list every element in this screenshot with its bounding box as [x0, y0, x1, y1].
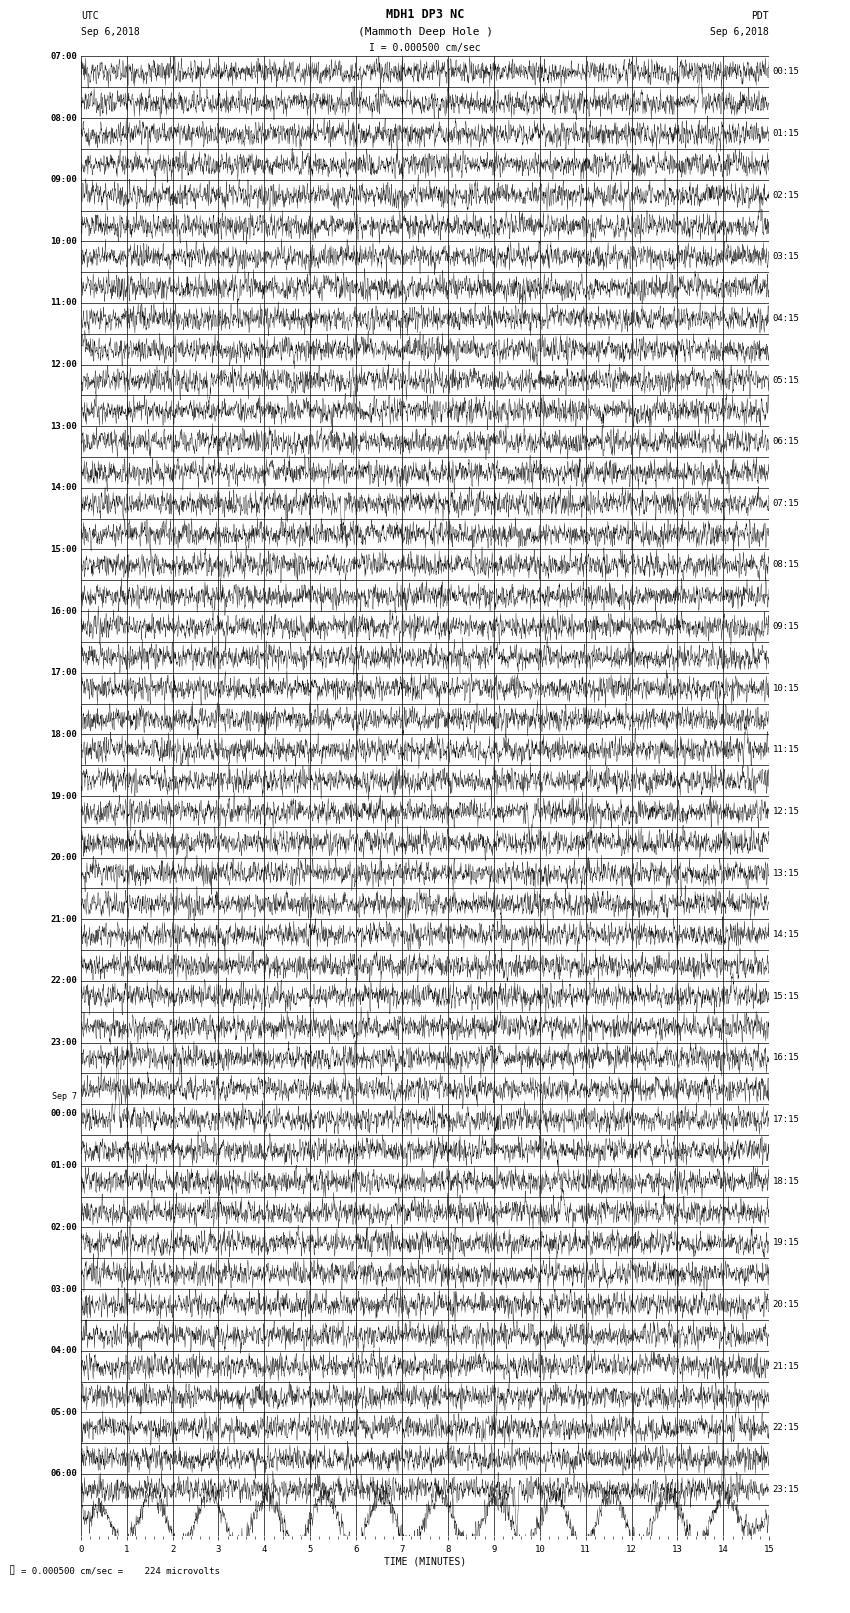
Text: Sep 7: Sep 7 — [53, 1092, 77, 1102]
Text: 16:15: 16:15 — [773, 1053, 800, 1063]
Text: 03:15: 03:15 — [773, 252, 800, 261]
Text: 21:00: 21:00 — [50, 915, 77, 924]
Text: 18:00: 18:00 — [50, 731, 77, 739]
Text: UTC: UTC — [81, 11, 99, 21]
Text: 17:15: 17:15 — [773, 1115, 800, 1124]
Text: ⌷: ⌷ — [8, 1566, 15, 1576]
Text: 05:00: 05:00 — [50, 1408, 77, 1416]
Text: 05:15: 05:15 — [773, 376, 800, 384]
Text: 09:15: 09:15 — [773, 623, 800, 631]
Text: PDT: PDT — [751, 11, 769, 21]
Text: 04:00: 04:00 — [50, 1347, 77, 1355]
Text: 15:15: 15:15 — [773, 992, 800, 1000]
Text: 21:15: 21:15 — [773, 1361, 800, 1371]
X-axis label: TIME (MINUTES): TIME (MINUTES) — [384, 1557, 466, 1566]
Text: 14:00: 14:00 — [50, 484, 77, 492]
Text: 09:00: 09:00 — [50, 176, 77, 184]
Text: 11:00: 11:00 — [50, 298, 77, 308]
Text: Sep 6,2018: Sep 6,2018 — [81, 27, 139, 37]
Text: 15:00: 15:00 — [50, 545, 77, 553]
Text: 16:00: 16:00 — [50, 606, 77, 616]
Text: 01:15: 01:15 — [773, 129, 800, 139]
Text: I = 0.000500 cm/sec: I = 0.000500 cm/sec — [369, 44, 481, 53]
Text: 02:15: 02:15 — [773, 190, 800, 200]
Text: 23:15: 23:15 — [773, 1486, 800, 1494]
Text: = 0.000500 cm/sec =    224 microvolts: = 0.000500 cm/sec = 224 microvolts — [21, 1566, 220, 1576]
Text: 00:00: 00:00 — [50, 1110, 77, 1118]
Text: 20:15: 20:15 — [773, 1300, 800, 1310]
Text: 01:00: 01:00 — [50, 1161, 77, 1171]
Text: 07:00: 07:00 — [50, 52, 77, 61]
Text: Sep 6,2018: Sep 6,2018 — [711, 27, 769, 37]
Text: 10:15: 10:15 — [773, 684, 800, 692]
Text: 06:00: 06:00 — [50, 1469, 77, 1479]
Text: (Mammoth Deep Hole ): (Mammoth Deep Hole ) — [358, 27, 492, 37]
Text: MDH1 DP3 NC: MDH1 DP3 NC — [386, 8, 464, 21]
Text: 18:15: 18:15 — [773, 1177, 800, 1186]
Text: 08:15: 08:15 — [773, 560, 800, 569]
Text: 02:00: 02:00 — [50, 1223, 77, 1232]
Text: 10:00: 10:00 — [50, 237, 77, 245]
Text: 03:00: 03:00 — [50, 1284, 77, 1294]
Text: 12:15: 12:15 — [773, 806, 800, 816]
Text: 23:00: 23:00 — [50, 1039, 77, 1047]
Text: 07:15: 07:15 — [773, 498, 800, 508]
Text: 22:15: 22:15 — [773, 1423, 800, 1432]
Text: 20:00: 20:00 — [50, 853, 77, 861]
Text: 22:00: 22:00 — [50, 976, 77, 986]
Text: 14:15: 14:15 — [773, 931, 800, 939]
Text: 19:00: 19:00 — [50, 792, 77, 800]
Text: 06:15: 06:15 — [773, 437, 800, 447]
Text: 11:15: 11:15 — [773, 745, 800, 755]
Text: 00:15: 00:15 — [773, 68, 800, 76]
Text: 13:15: 13:15 — [773, 868, 800, 877]
Text: 08:00: 08:00 — [50, 113, 77, 123]
Text: 04:15: 04:15 — [773, 315, 800, 323]
Text: 12:00: 12:00 — [50, 360, 77, 369]
Text: 13:00: 13:00 — [50, 421, 77, 431]
Text: 19:15: 19:15 — [773, 1239, 800, 1247]
Text: 17:00: 17:00 — [50, 668, 77, 677]
